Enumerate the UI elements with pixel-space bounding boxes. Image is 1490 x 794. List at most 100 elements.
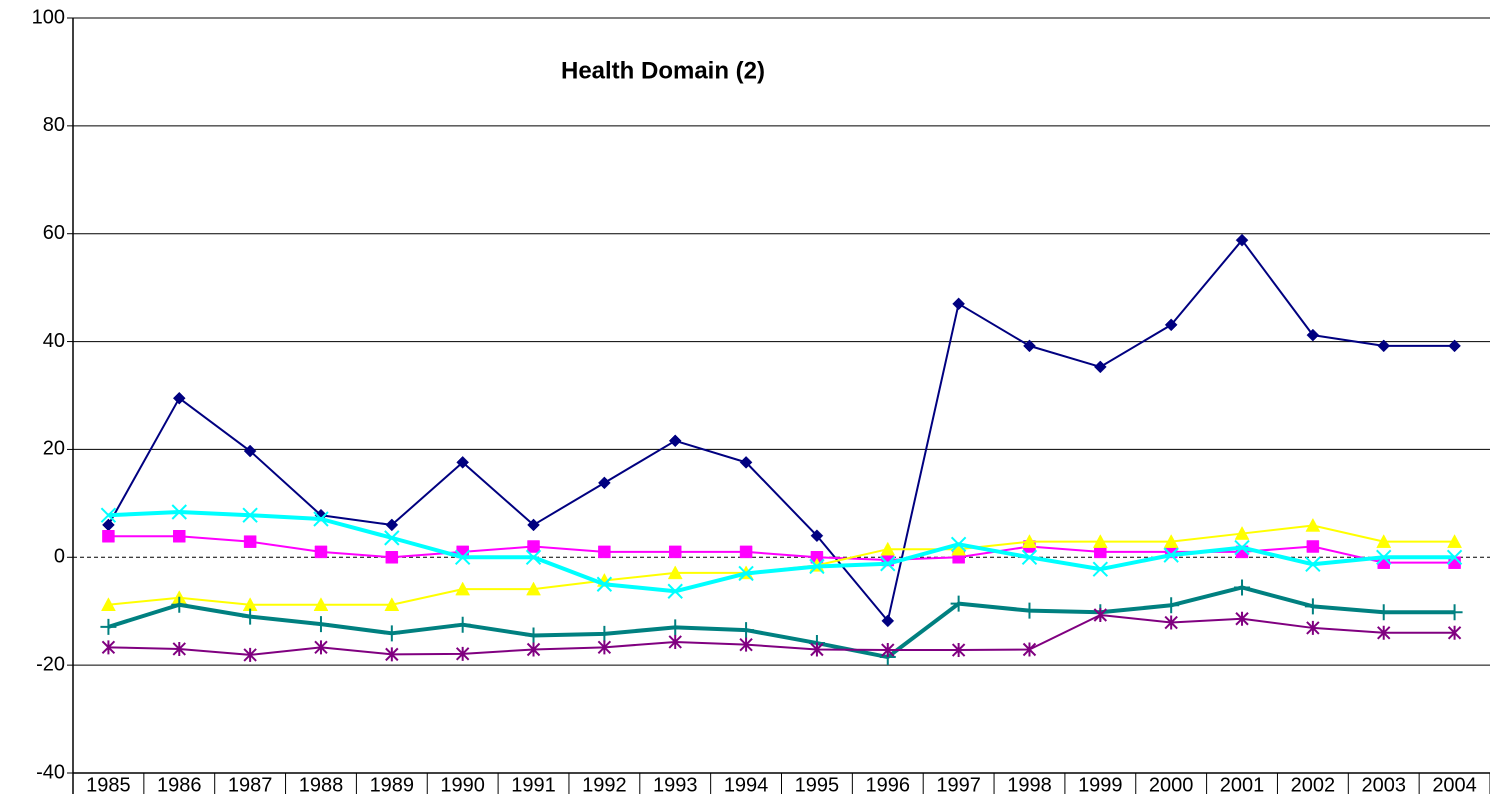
x-tick-label: 1988 bbox=[299, 774, 344, 794]
marker bbox=[100, 618, 117, 635]
marker bbox=[810, 529, 824, 543]
marker bbox=[455, 581, 471, 596]
marker bbox=[881, 643, 895, 658]
marker bbox=[880, 556, 896, 572]
marker bbox=[667, 565, 683, 580]
x-tick-label: 1987 bbox=[228, 774, 273, 794]
series-line bbox=[107, 239, 1455, 622]
marker bbox=[383, 625, 400, 642]
marker bbox=[1375, 604, 1392, 621]
x-tick-label: 1994 bbox=[724, 774, 769, 794]
marker bbox=[810, 642, 824, 657]
x-tick-label: 1992 bbox=[582, 774, 627, 794]
series-line bbox=[107, 585, 1455, 660]
marker bbox=[385, 647, 399, 662]
y-tick-label: 100 bbox=[32, 6, 65, 28]
marker bbox=[1235, 233, 1249, 247]
marker bbox=[456, 456, 470, 469]
marker bbox=[1021, 549, 1038, 565]
marker bbox=[100, 507, 117, 523]
marker bbox=[526, 581, 541, 596]
marker bbox=[312, 616, 329, 633]
x-tick-label: 1990 bbox=[440, 774, 485, 794]
marker bbox=[171, 504, 187, 520]
marker bbox=[596, 576, 613, 592]
marker bbox=[739, 456, 753, 469]
marker bbox=[171, 596, 188, 613]
marker bbox=[952, 297, 965, 311]
marker bbox=[738, 565, 754, 582]
marker bbox=[1022, 534, 1037, 548]
marker bbox=[1446, 549, 1463, 565]
marker bbox=[1306, 328, 1320, 342]
x-tick-label: 1985 bbox=[86, 774, 131, 794]
marker bbox=[527, 518, 540, 532]
marker bbox=[1163, 597, 1180, 614]
marker bbox=[738, 622, 755, 639]
x-tick-label: 1999 bbox=[1078, 774, 1123, 794]
marker bbox=[1376, 549, 1392, 565]
marker bbox=[455, 646, 470, 661]
marker bbox=[172, 641, 186, 656]
y-tick-label: 0 bbox=[54, 546, 65, 568]
x-tick-label: 1991 bbox=[511, 774, 556, 794]
marker bbox=[385, 551, 399, 564]
x-tick-label: 2002 bbox=[1291, 774, 1336, 794]
marker bbox=[526, 642, 541, 657]
marker bbox=[668, 434, 682, 448]
series-line bbox=[108, 613, 1455, 656]
x-tick-label: 1998 bbox=[1007, 774, 1052, 794]
marker bbox=[1304, 598, 1321, 615]
y-tick-label: 40 bbox=[43, 330, 65, 352]
marker bbox=[385, 518, 399, 532]
marker bbox=[314, 640, 328, 655]
marker bbox=[525, 627, 542, 644]
marker bbox=[1446, 604, 1463, 621]
marker bbox=[1306, 540, 1320, 553]
marker bbox=[1164, 318, 1178, 332]
x-tick-label: 1995 bbox=[795, 774, 840, 794]
marker bbox=[313, 597, 329, 611]
marker bbox=[242, 507, 258, 523]
marker bbox=[1022, 642, 1037, 657]
marker bbox=[1447, 534, 1462, 548]
marker bbox=[243, 647, 257, 662]
y-tick-label: 20 bbox=[43, 438, 65, 460]
marker bbox=[1234, 579, 1251, 596]
marker bbox=[172, 391, 186, 405]
marker bbox=[384, 597, 400, 611]
x-tick-label: 1996 bbox=[866, 774, 911, 794]
marker bbox=[1377, 625, 1391, 640]
marker bbox=[1092, 534, 1108, 548]
marker bbox=[668, 634, 682, 649]
marker bbox=[881, 614, 895, 628]
marker bbox=[667, 619, 684, 636]
marker bbox=[242, 608, 259, 625]
marker bbox=[101, 640, 116, 655]
marker bbox=[1376, 534, 1392, 548]
marker bbox=[1093, 360, 1107, 374]
marker bbox=[454, 549, 471, 565]
marker bbox=[1447, 625, 1462, 640]
marker bbox=[880, 541, 896, 556]
marker bbox=[950, 595, 967, 612]
y-tick-label: 60 bbox=[43, 222, 65, 244]
marker bbox=[527, 540, 540, 553]
marker bbox=[1305, 556, 1321, 573]
marker bbox=[1163, 547, 1179, 563]
marker bbox=[667, 583, 683, 599]
marker bbox=[668, 545, 682, 559]
marker bbox=[1235, 611, 1249, 626]
marker bbox=[101, 597, 116, 611]
x-tick-label: 2004 bbox=[1432, 774, 1477, 794]
marker bbox=[1305, 517, 1321, 532]
x-tick-label: 1986 bbox=[157, 774, 202, 794]
marker bbox=[951, 643, 966, 658]
marker bbox=[1164, 615, 1178, 630]
marker bbox=[1234, 539, 1250, 556]
marker bbox=[739, 545, 753, 559]
series-line bbox=[108, 524, 1455, 606]
marker bbox=[809, 558, 825, 575]
marker bbox=[596, 625, 613, 642]
